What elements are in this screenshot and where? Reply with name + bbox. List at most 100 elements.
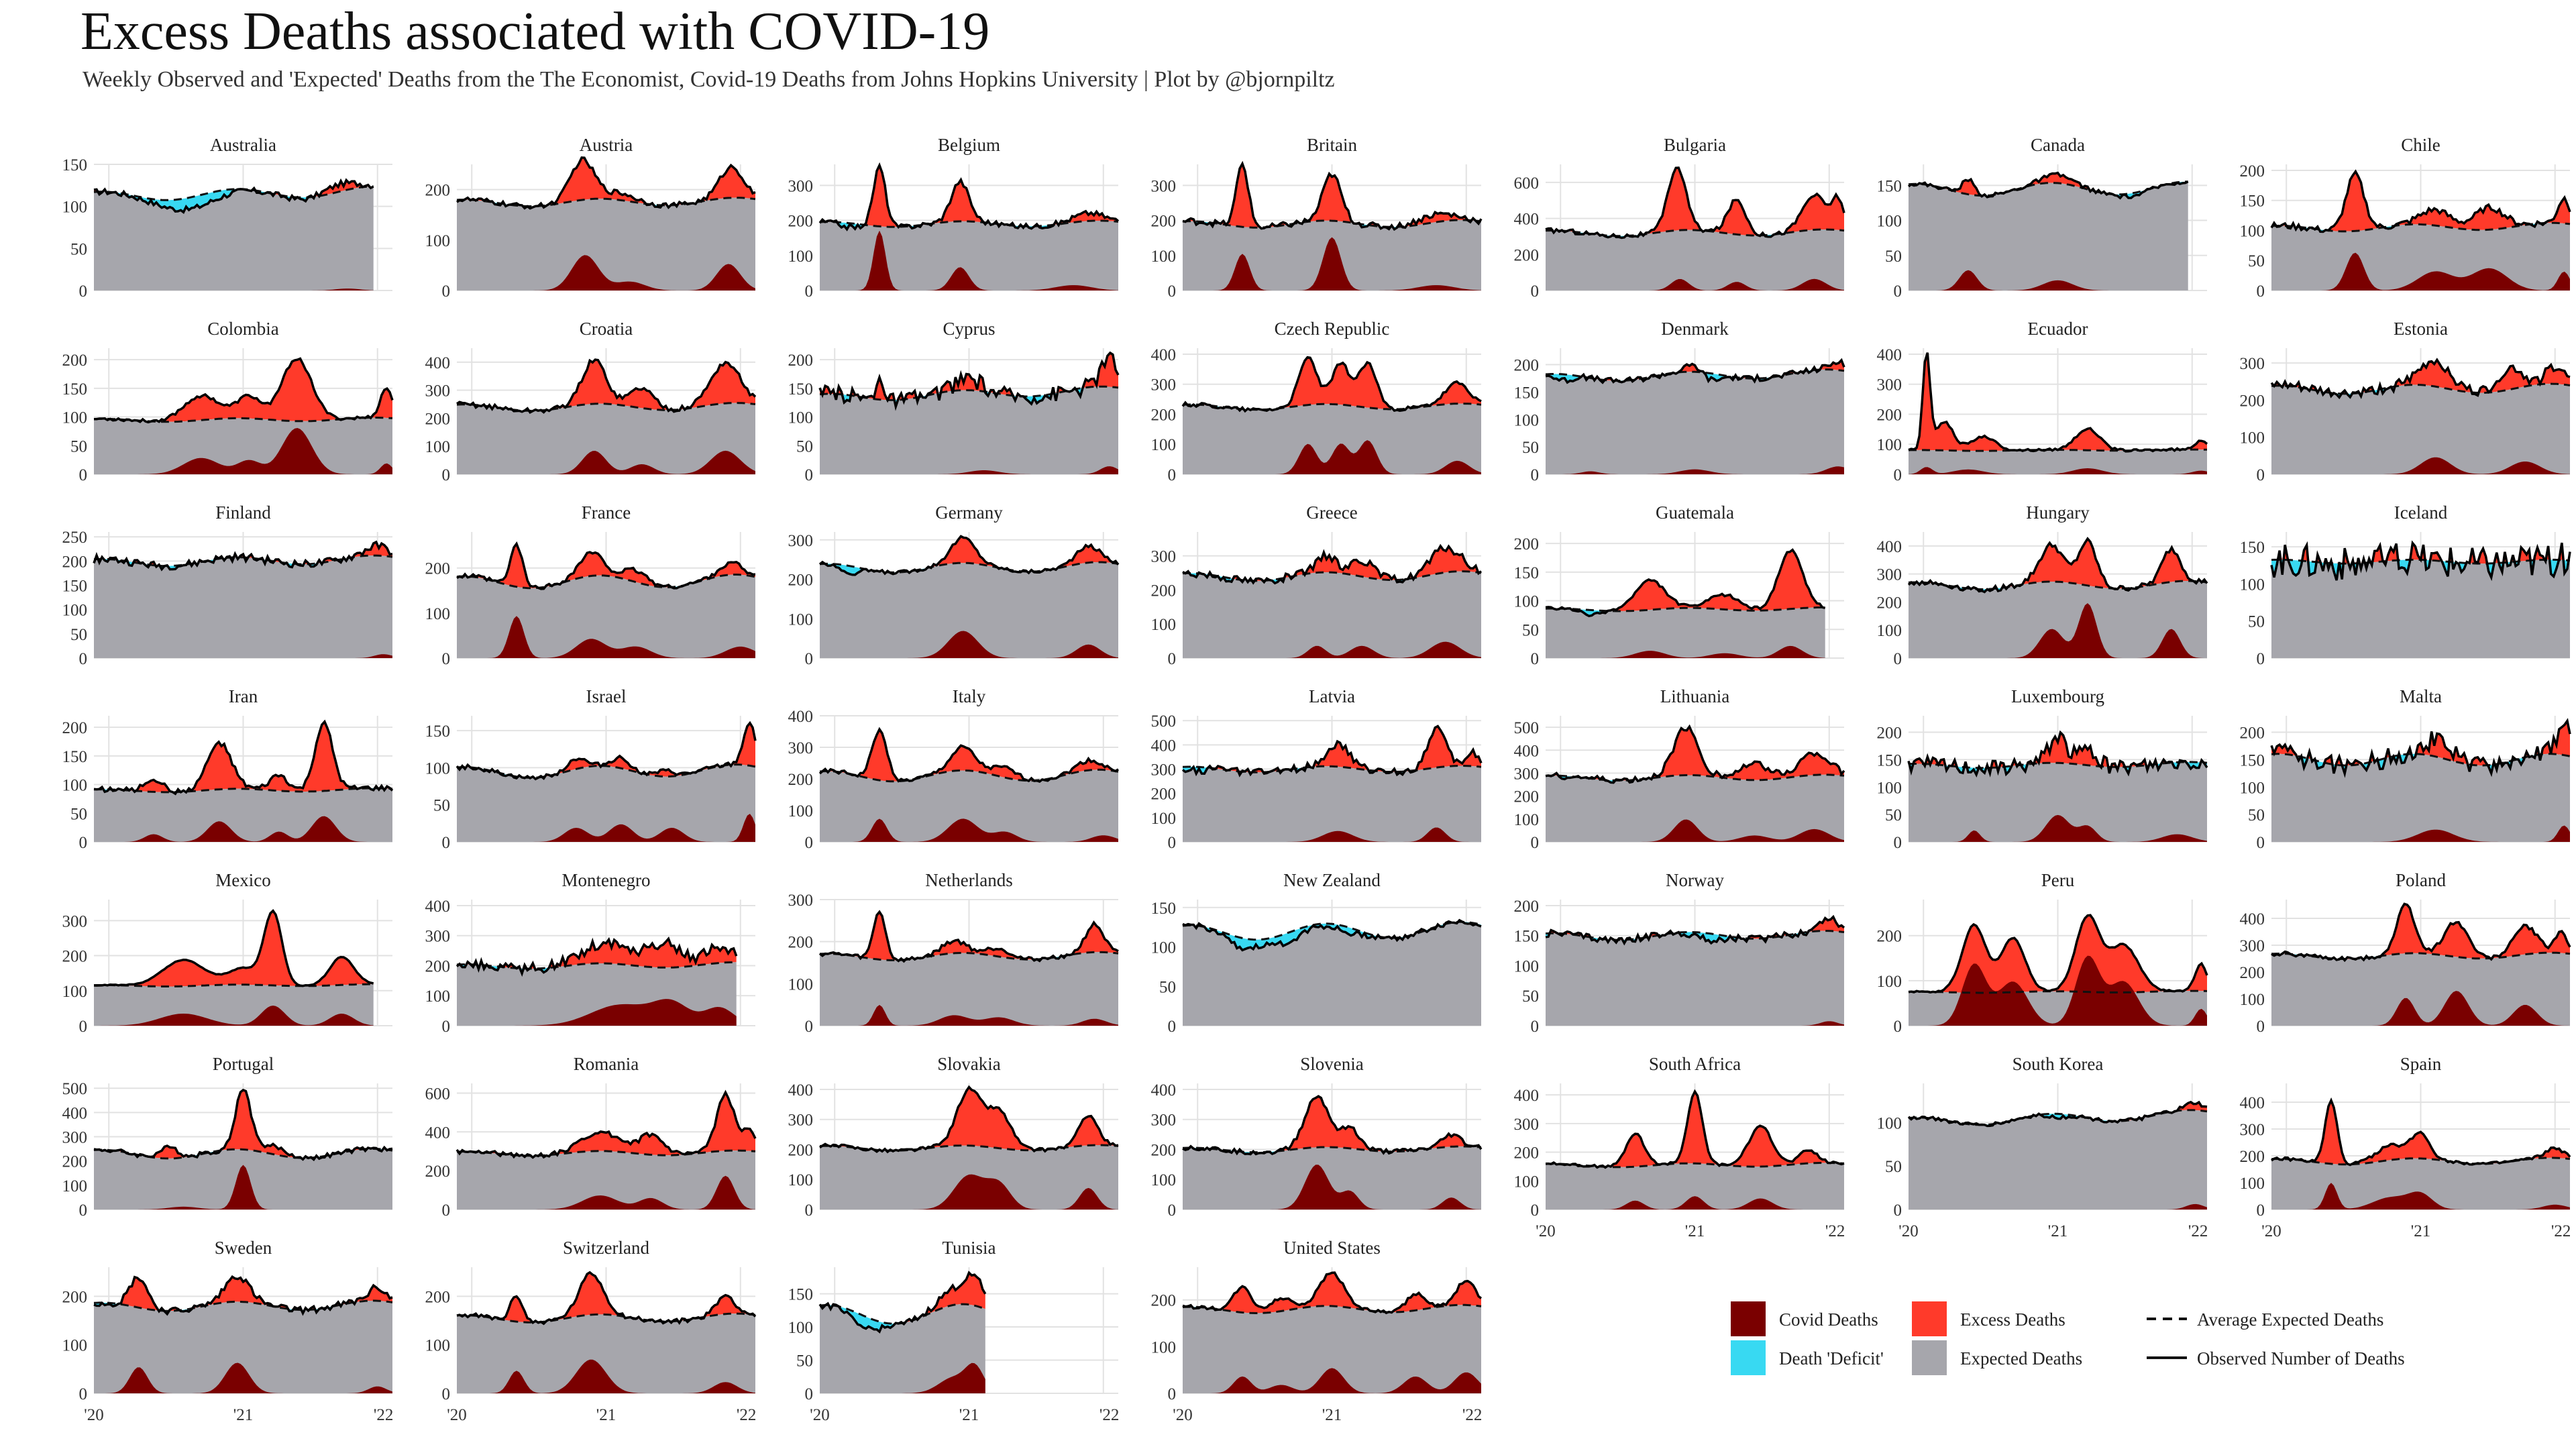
y-tick-label: 50 bbox=[1522, 439, 1539, 457]
y-tick-label: 50 bbox=[796, 437, 813, 455]
x-tick-label: '21 bbox=[1685, 1222, 1705, 1240]
expected-deaths-area bbox=[1546, 1163, 1844, 1210]
country-panel-bulgaria: Bulgaria 0 200 400 600 bbox=[1514, 135, 1845, 301]
average-expected-line bbox=[1545, 606, 1825, 612]
y-tick-label: 100 bbox=[62, 602, 88, 620]
covid-deaths-area bbox=[1183, 440, 1481, 474]
y-tick-label: 0 bbox=[2257, 1201, 2265, 1220]
x-tick-label: '21 bbox=[2411, 1222, 2431, 1240]
expected-deaths-area bbox=[457, 1150, 755, 1210]
y-tick-label: 100 bbox=[788, 1171, 814, 1189]
country-panel-new-zealand: New Zealand 0 50 100 150 bbox=[1151, 870, 1482, 1036]
average-expected-line bbox=[456, 1149, 756, 1157]
expected-deaths-area bbox=[1546, 607, 1825, 658]
country-panel-romania: Romania 0 200 400 600 bbox=[425, 1054, 757, 1220]
observed-deaths-line bbox=[1545, 724, 1845, 784]
y-tick-label: 500 bbox=[1151, 712, 1177, 731]
covid-deaths-area bbox=[94, 1165, 392, 1210]
expected-deaths-area bbox=[2271, 559, 2570, 658]
legend-item-excess: Excess Deaths bbox=[1912, 1301, 2065, 1336]
covid-deaths-area bbox=[820, 1005, 1118, 1026]
expected-deaths-area bbox=[94, 984, 374, 1026]
expected-deaths-area bbox=[820, 769, 1118, 842]
expected-deaths-area bbox=[457, 1313, 755, 1393]
x-tick-label: '22 bbox=[1099, 1406, 1120, 1424]
expected-deaths-area bbox=[1183, 571, 1481, 658]
y-tick-label: 300 bbox=[62, 912, 88, 930]
observed-deaths-line bbox=[455, 720, 757, 781]
y-tick-label: 300 bbox=[1151, 177, 1177, 195]
y-tick-label: 200 bbox=[1151, 213, 1177, 231]
legend-key bbox=[1912, 1340, 1947, 1375]
y-tick-label: 200 bbox=[1151, 1292, 1177, 1310]
y-tick-label: 400 bbox=[2240, 1094, 2265, 1112]
average-expected-line bbox=[1545, 1161, 1845, 1169]
panel-title: Iran bbox=[229, 686, 258, 706]
observed-deaths-line bbox=[455, 936, 738, 977]
death-deficit-area bbox=[820, 952, 1118, 961]
y-tick-label: 400 bbox=[1877, 346, 1902, 364]
observed-deaths-line bbox=[818, 162, 1120, 231]
average-expected-line bbox=[2271, 1157, 2571, 1166]
y-tick-label: 300 bbox=[2240, 355, 2265, 373]
panel-title: Croatia bbox=[580, 319, 633, 339]
legend-key bbox=[1912, 1301, 1947, 1336]
excess-deaths-area bbox=[1183, 357, 1481, 410]
y-tick-label: 100 bbox=[788, 1319, 814, 1337]
y-tick-label: 100 bbox=[425, 438, 451, 456]
covid-deaths-area bbox=[1546, 466, 1844, 474]
expected-deaths-area bbox=[94, 788, 392, 842]
average-expected-line bbox=[1545, 228, 1845, 237]
x-tick-label: '22 bbox=[1462, 1406, 1483, 1424]
covid-deaths-area bbox=[1546, 1196, 1844, 1210]
country-panel-spain: Spain 0 100 200 300 400 '20 '21 '22 bbox=[2240, 1054, 2571, 1240]
panel-title: Hungary bbox=[2026, 502, 2090, 523]
y-tick-label: 100 bbox=[425, 759, 451, 777]
expected-deaths-area bbox=[1546, 369, 1844, 474]
y-tick-label: 0 bbox=[805, 834, 814, 852]
y-tick-label: 0 bbox=[1168, 466, 1177, 484]
observed-deaths-line bbox=[456, 156, 756, 210]
excess-deaths-area bbox=[457, 1092, 755, 1156]
panel-title: Czech Republic bbox=[1275, 319, 1390, 339]
covid-deaths-area bbox=[457, 255, 755, 290]
y-tick-label: 300 bbox=[2240, 937, 2265, 955]
y-tick-label: 400 bbox=[1514, 1087, 1540, 1105]
average-expected-line bbox=[1908, 1109, 2208, 1126]
y-tick-label: 0 bbox=[805, 1385, 814, 1403]
panel-title: Austria bbox=[580, 135, 633, 155]
average-expected-line bbox=[1182, 219, 1482, 229]
y-tick-label: 200 bbox=[62, 1153, 88, 1171]
y-tick-label: 100 bbox=[788, 409, 814, 427]
y-tick-label: 100 bbox=[62, 1337, 88, 1355]
covid-deaths-area bbox=[1909, 955, 2207, 1026]
covid-deaths-area bbox=[1546, 1021, 1844, 1026]
y-tick-label: 200 bbox=[425, 182, 451, 200]
y-tick-label: 300 bbox=[1151, 548, 1177, 566]
observed-deaths-line bbox=[2270, 358, 2571, 400]
y-tick-label: 100 bbox=[1151, 248, 1177, 266]
y-tick-label: 0 bbox=[79, 282, 88, 301]
y-tick-label: 0 bbox=[1531, 834, 1540, 852]
average-expected-line bbox=[1182, 1303, 1482, 1315]
covid-deaths-area bbox=[1909, 814, 2207, 842]
observed-deaths-line bbox=[93, 719, 394, 796]
average-expected-line bbox=[2271, 221, 2571, 233]
y-tick-label: 150 bbox=[62, 380, 88, 398]
y-tick-label: 300 bbox=[1151, 761, 1177, 780]
y-tick-label: 100 bbox=[425, 987, 451, 1006]
excess-deaths-area bbox=[94, 358, 392, 422]
y-tick-label: 50 bbox=[70, 437, 87, 455]
excess-deaths-area bbox=[1909, 352, 2207, 451]
panel-title: South Africa bbox=[1649, 1054, 1741, 1074]
country-panel-austria: Austria 0 100 200 bbox=[425, 135, 756, 301]
y-tick-label: 300 bbox=[1151, 1112, 1177, 1130]
y-tick-label: 0 bbox=[805, 650, 814, 668]
y-tick-label: 0 bbox=[805, 466, 814, 484]
y-tick-label: 300 bbox=[788, 1112, 814, 1130]
legend-item-observed: Observed Number of Deaths bbox=[2147, 1348, 2405, 1368]
panel-title: Peru bbox=[2041, 870, 2075, 890]
country-panel-south-korea: South Korea 0 50 100 '20 '21 '22 bbox=[1877, 1054, 2208, 1240]
country-panel-cyprus: Cyprus 0 50 100 150 200 bbox=[788, 319, 1120, 484]
covid-deaths-area bbox=[1909, 270, 2188, 290]
